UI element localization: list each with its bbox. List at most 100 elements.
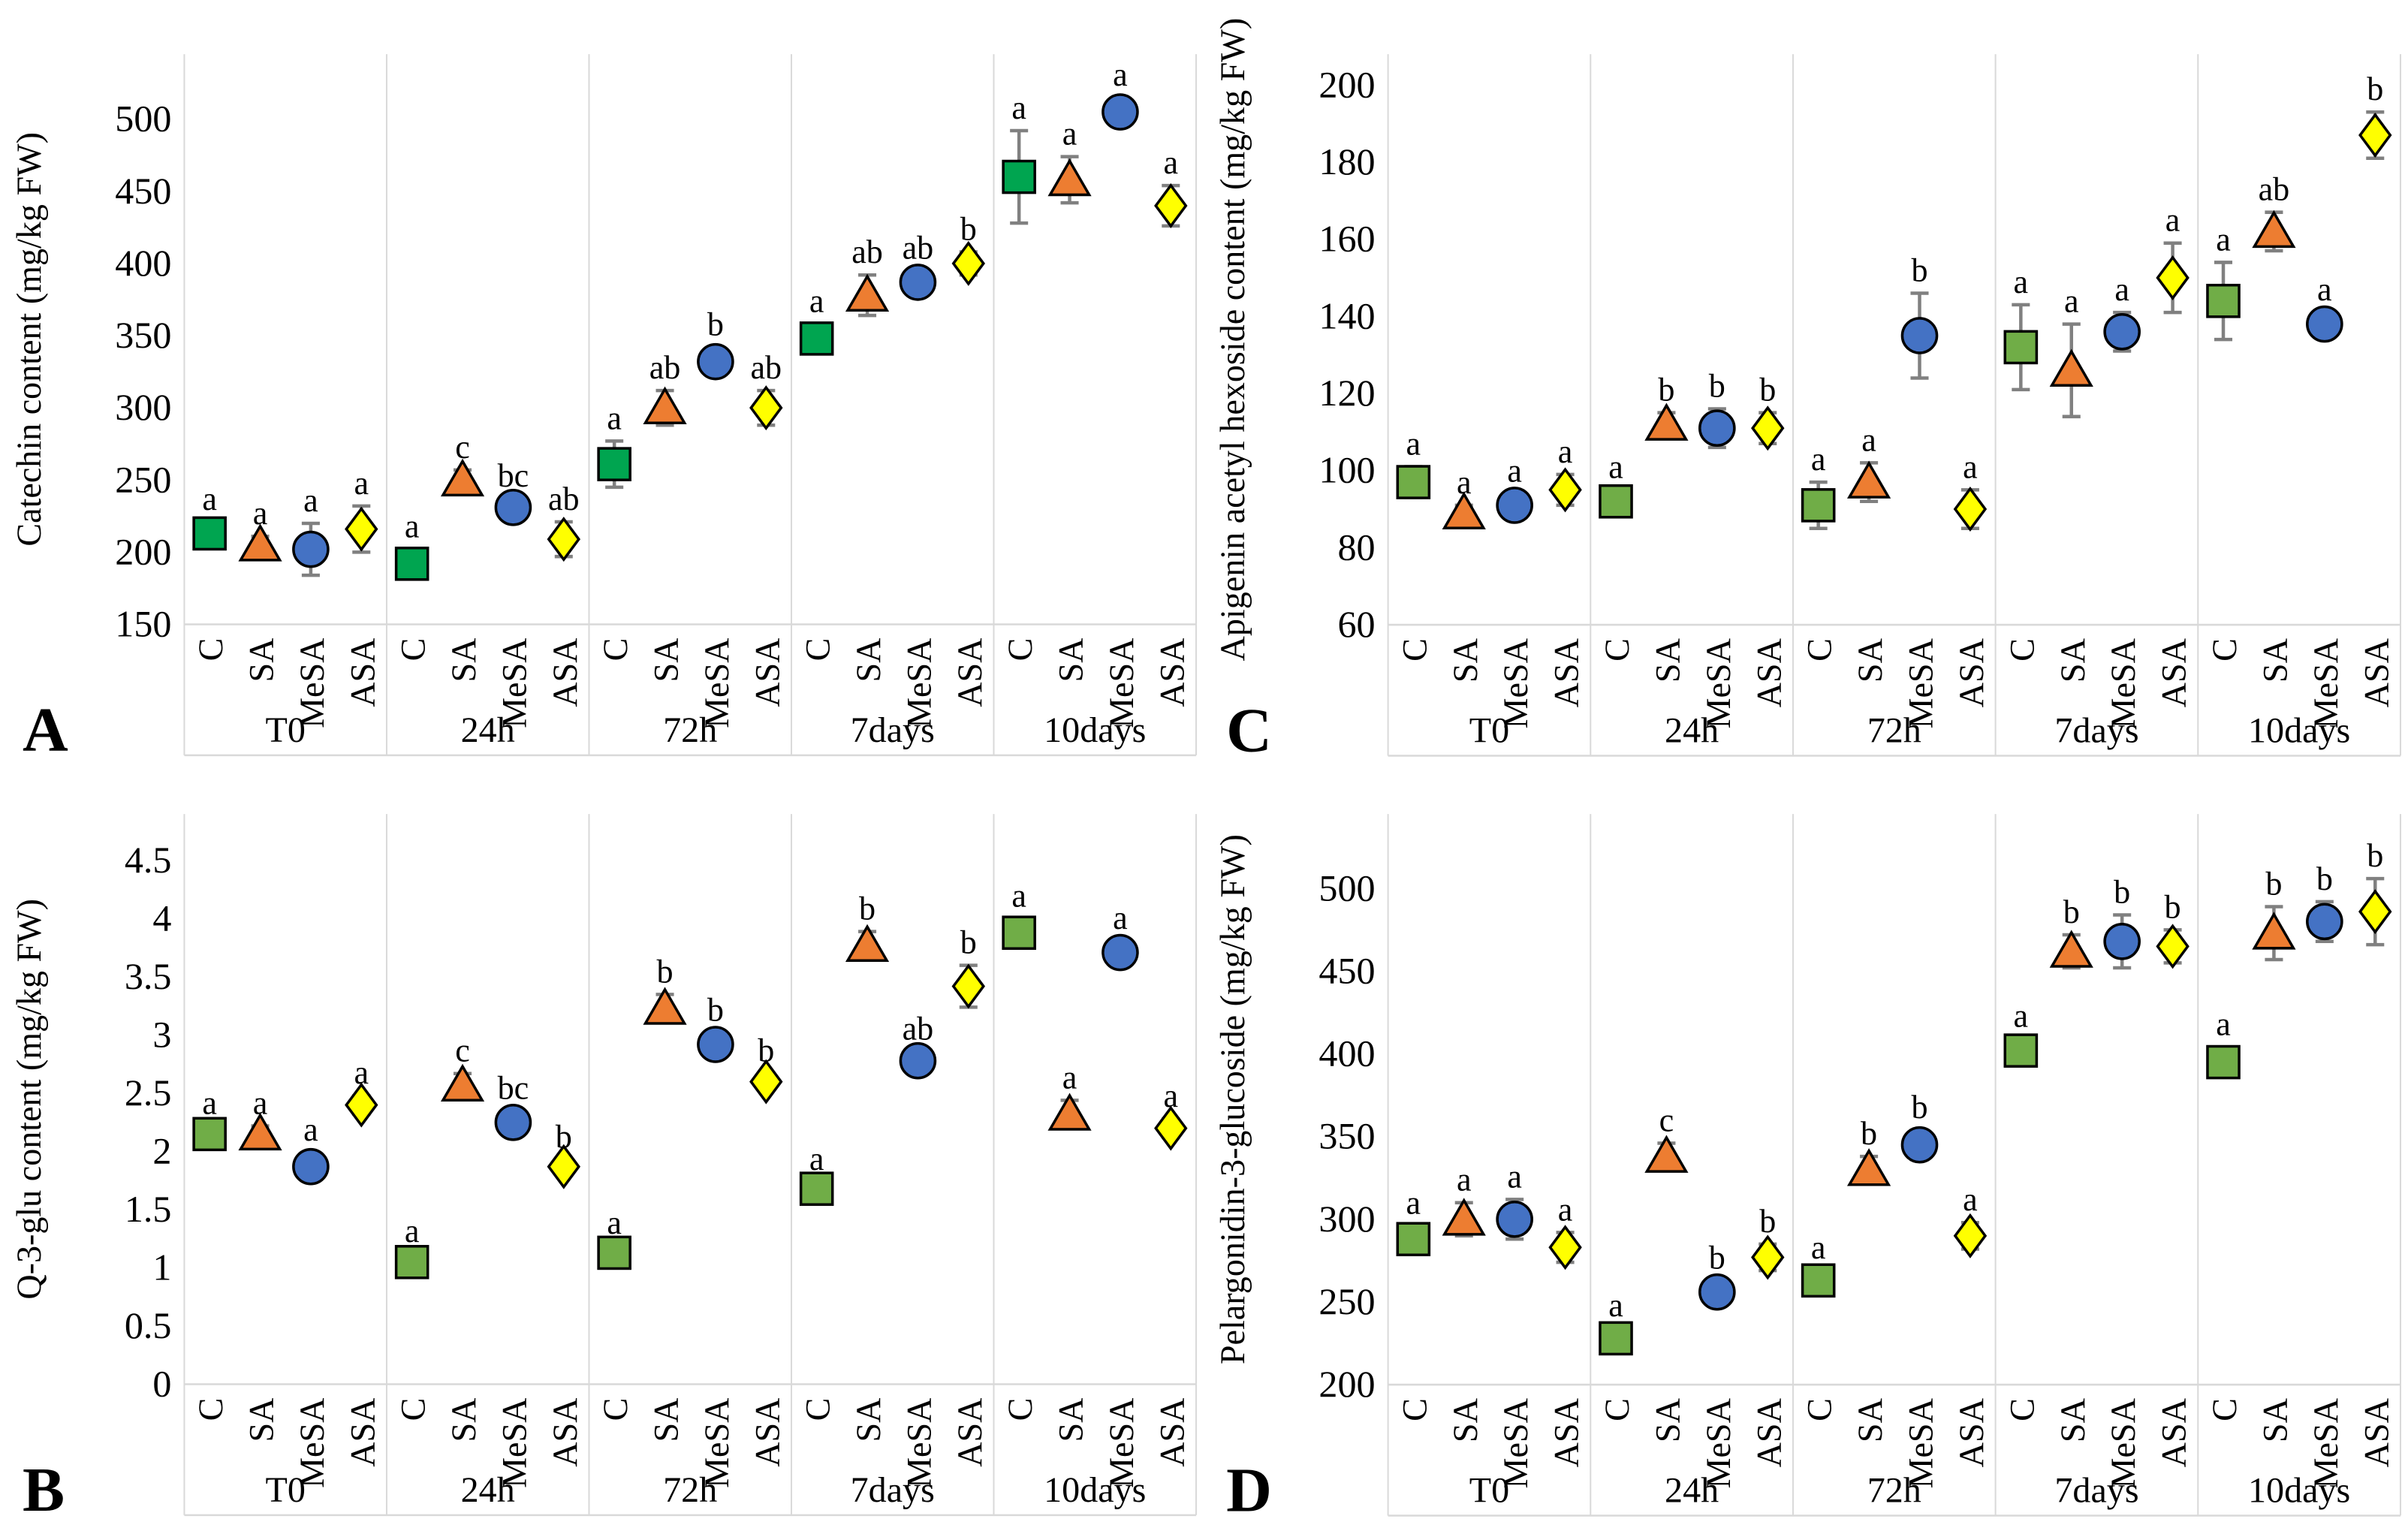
marker-A-10days-ASA — [1154, 183, 1188, 229]
significance-letter: a — [1963, 1181, 1978, 1218]
x-group-label: 24h — [461, 710, 515, 750]
significance-letter: a — [1164, 144, 1179, 181]
marker-B-24h-ASA — [547, 1144, 580, 1189]
marker-A-7days-SA — [845, 273, 890, 312]
marker-B-72h-MeSA — [697, 1026, 734, 1063]
y-tick-label: 0 — [152, 1363, 171, 1405]
y-tick-label: 1.5 — [125, 1188, 172, 1230]
significance-letter: ab — [903, 1010, 934, 1047]
x-treatment-label: C — [1598, 1398, 1636, 1421]
significance-letter: a — [303, 482, 318, 519]
x-treatment-label: MeSA — [698, 638, 736, 728]
x-group-label: 72h — [1867, 1470, 1921, 1510]
y-tick-label: 350 — [1319, 1115, 1375, 1157]
y-tick-label: 2.5 — [125, 1071, 172, 1114]
y-tick-label: 250 — [1319, 1280, 1375, 1322]
x-treatment-label: ASA — [1548, 638, 1586, 707]
marker-A-24h-C — [394, 547, 429, 581]
significance-letter: a — [1608, 448, 1623, 485]
marker-C-7days-MeSA — [2103, 313, 2141, 351]
marker-A-7days-ASA — [951, 240, 986, 286]
x-group-label: 72h — [663, 1470, 717, 1510]
marker-A-T0-SA — [238, 523, 282, 562]
significance-letter: ab — [851, 234, 883, 270]
significance-letter: a — [2165, 202, 2180, 239]
x-treatment-label: SA — [2054, 638, 2092, 683]
significance-letter: a — [1113, 900, 1128, 936]
marker-A-10days-MeSA — [1102, 93, 1139, 131]
x-group-label: 7days — [851, 710, 935, 750]
marker-C-7days-C — [2003, 330, 2039, 365]
x-treatment-label: SA — [243, 638, 281, 683]
significance-letter: a — [2216, 1006, 2231, 1043]
marker-D-T0-C — [1396, 1222, 1431, 1257]
significance-letter: a — [1062, 116, 1077, 152]
significance-letter: b — [960, 210, 977, 247]
x-treatment-label: ASA — [343, 638, 381, 707]
x-treatment-label: C — [394, 638, 432, 662]
x-treatment-label: ASA — [343, 1398, 381, 1467]
x-treatment-label: ASA — [748, 638, 786, 707]
significance-letter: a — [2114, 271, 2129, 308]
significance-letter: a — [2014, 264, 2029, 300]
significance-letter: bc — [498, 457, 529, 494]
marker-B-T0-SA — [238, 1112, 282, 1151]
x-treatment-label: C — [1001, 1398, 1039, 1421]
marker-B-7days-MeSA — [899, 1041, 937, 1080]
x-treatment-label: MeSA — [1699, 1398, 1737, 1488]
chart-svg-A: 150 200 250 300 350 400 450 500 Catechin content… — [10, 54, 1197, 761]
x-group-label: T0 — [266, 710, 306, 750]
significance-letter: a — [1113, 56, 1128, 93]
x-treatment-label: ASA — [951, 638, 989, 707]
y-axis-label: Q-3-glu content (mg/kg FW) — [10, 899, 48, 1300]
significance-letter: b — [960, 924, 977, 961]
marker-C-72h-ASA — [1953, 487, 1988, 532]
x-treatment-label: ASA — [1749, 638, 1788, 707]
marker-C-7days-SA — [2049, 348, 2093, 387]
significance-letter: a — [354, 1054, 369, 1091]
y-tick-label: 300 — [1319, 1198, 1375, 1240]
x-treatment-label: SA — [2256, 638, 2294, 683]
significance-letter: a — [1457, 1162, 1472, 1198]
x-treatment-label: C — [799, 1398, 837, 1421]
y-tick-label: 180 — [1319, 140, 1375, 182]
marker-D-24h-ASA — [1751, 1234, 1785, 1280]
x-group-label: 10days — [2248, 710, 2350, 750]
marker-D-T0-MeSA — [1496, 1200, 1533, 1238]
y-tick-label: 3 — [152, 1014, 171, 1056]
x-treatment-label: SA — [1851, 638, 1889, 683]
marker-B-10days-C — [1002, 915, 1036, 951]
x-treatment-label: C — [191, 1398, 230, 1421]
x-treatment-label: MeSA — [2104, 1398, 2142, 1488]
significance-letter: a — [1406, 426, 1421, 463]
x-treatment-label: SA — [243, 1398, 281, 1442]
x-treatment-label: MeSA — [293, 638, 331, 728]
y-tick-label: 60 — [1337, 603, 1375, 645]
x-treatment-label: SA — [445, 638, 483, 683]
x-treatment-label: MeSA — [900, 638, 938, 728]
marker-D-7days-SA — [2049, 930, 2093, 968]
significance-letter: a — [1011, 89, 1026, 126]
significance-letter: a — [1963, 448, 1978, 485]
x-treatment-label: C — [191, 638, 230, 662]
significance-letter: b — [707, 306, 724, 342]
significance-letter: a — [202, 1084, 217, 1121]
significance-letter: b — [1759, 372, 1776, 408]
y-tick-label: 2 — [152, 1130, 171, 1172]
marker-A-T0-MeSA — [292, 530, 330, 568]
significance-letter: a — [1011, 878, 1026, 915]
marker-A-T0-ASA — [345, 506, 378, 552]
significance-letter: ab — [750, 349, 782, 386]
significance-letter: a — [202, 481, 217, 517]
y-tick-label: 500 — [115, 98, 171, 140]
marker-C-72h-C — [1801, 488, 1836, 523]
x-treatment-label: C — [596, 638, 634, 662]
y-tick-label: 400 — [115, 242, 171, 284]
significance-letter: a — [1507, 452, 1522, 489]
x-treatment-label: MeSA — [2307, 638, 2345, 728]
significance-letter: c — [1659, 1102, 1674, 1138]
marker-D-24h-MeSA — [1698, 1273, 1736, 1311]
marker-C-T0-C — [1396, 465, 1431, 499]
marker-A-72h-ASA — [749, 385, 783, 431]
